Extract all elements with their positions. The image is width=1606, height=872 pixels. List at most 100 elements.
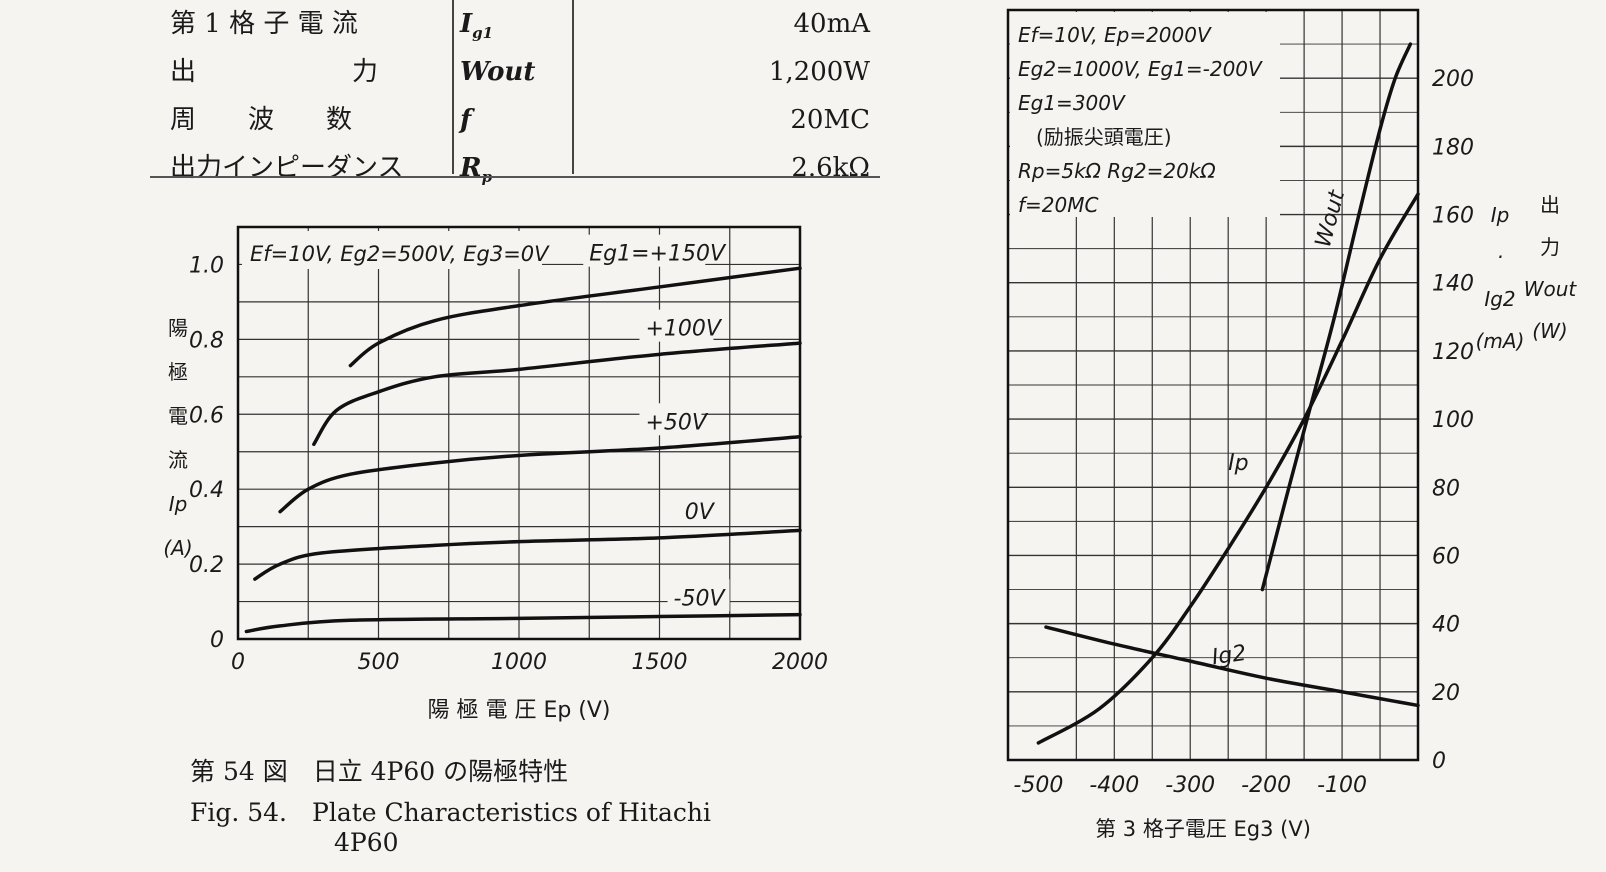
plate-characteristics-chart: 0 500 1000 1500 2000 0 0.2 0.4 0.6 0.8 1.0 Ef=10V, … bbox=[163, 225, 828, 723]
conditions-label: Ef=10V, Eg2=500V, Eg3=0V bbox=[250, 242, 550, 266]
y-axis-label: 極 bbox=[168, 360, 188, 384]
series-label: -50V bbox=[674, 586, 727, 611]
spec-symbol: f bbox=[460, 105, 472, 135]
spec-row: 周 波 数 f 20MC bbox=[160, 96, 870, 144]
y-tick-label: 200 bbox=[1432, 67, 1474, 92]
series-label-bg bbox=[667, 579, 730, 612]
x-tick-label: 0 bbox=[231, 650, 245, 675]
x-tick-label: 500 bbox=[358, 650, 400, 675]
series-line bbox=[253, 528, 802, 581]
spec-table: 第 1 格 子 電 流 Ig1 40mA 出 力 Wout 1,200W 周 波 数 f 20M… bbox=[160, 0, 870, 192]
y-tick-label: 40 bbox=[1432, 613, 1460, 638]
series-label: Ip bbox=[1228, 451, 1248, 476]
spec-name: 出力インピーダンス bbox=[170, 153, 404, 183]
y-tick-label: 180 bbox=[1432, 135, 1474, 160]
series-label-bg bbox=[639, 309, 714, 342]
x-tick-label: 1000 bbox=[491, 650, 547, 675]
spec-row: 第 1 格 子 電 流 Ig1 40mA bbox=[160, 0, 870, 48]
y-tick-label: 0.6 bbox=[189, 403, 224, 428]
y-tick-label: 80 bbox=[1432, 476, 1460, 501]
y-axis-label: Ip bbox=[169, 492, 188, 516]
table-bottom-rule bbox=[150, 176, 880, 178]
conditions-label: Eg1=300V bbox=[1018, 91, 1126, 115]
y-tick-label: 100 bbox=[1432, 408, 1474, 433]
table-divider bbox=[572, 0, 574, 174]
series-label: Eg1=+150V bbox=[589, 242, 727, 267]
y-axis-label: 電 bbox=[168, 404, 188, 428]
x-tick-label: -200 bbox=[1241, 773, 1291, 798]
series-label-bg bbox=[678, 493, 717, 526]
series-line bbox=[1036, 192, 1420, 745]
y-axis-label: Ig2 bbox=[1484, 287, 1515, 311]
caption-en-line2: 4P60 bbox=[334, 828, 399, 857]
y-axis-label: 流 bbox=[168, 448, 188, 472]
spec-symbol: Rp bbox=[460, 153, 492, 186]
x-tick-label: -300 bbox=[1165, 773, 1215, 798]
series-line bbox=[244, 612, 802, 634]
conditions-label: Ef=10V, Ep=2000V bbox=[1018, 23, 1212, 47]
spec-row: 出力インピーダンス Rp 2.6kΩ bbox=[160, 144, 870, 192]
x-axis-label: 陽 極 電 圧 Ep (V) bbox=[427, 698, 610, 723]
conditions-label: f=20MC bbox=[1018, 193, 1099, 217]
y-tick-label: 120 bbox=[1432, 340, 1474, 365]
series-line bbox=[348, 266, 802, 368]
y-tick-label: 20 bbox=[1432, 681, 1460, 706]
conditions-bg bbox=[1010, 12, 1280, 217]
y2-axis-label: Wout bbox=[1524, 277, 1578, 301]
y-tick-label: 0.2 bbox=[189, 553, 224, 578]
spec-value: 40mA bbox=[793, 9, 870, 39]
conditions-label: Eg2=1000V, Eg1=-200V bbox=[1018, 57, 1263, 81]
caption-en-line1: Fig. 54. Plate Characteristics of Hitach… bbox=[190, 798, 712, 827]
series-line bbox=[312, 341, 802, 446]
spec-row: 出 力 Wout 1,200W bbox=[160, 48, 870, 96]
y-tick-label: 160 bbox=[1432, 204, 1474, 229]
y-tick-label: 0.4 bbox=[189, 478, 224, 503]
grid3-characteristics-chart: Ef=10V, Ep=2000V Eg2=1000V, Eg1=-200V Eg1=… bbox=[1006, 8, 1578, 841]
x-tick-label: -500 bbox=[1013, 773, 1063, 798]
x-tick-label: -100 bbox=[1317, 773, 1367, 798]
x-tick-label: -400 bbox=[1089, 773, 1139, 798]
spec-name: 第 1 格 子 電 流 bbox=[170, 9, 358, 39]
y-axis-label: (A) bbox=[163, 536, 192, 560]
y-axis-label: (mA) bbox=[1476, 329, 1525, 353]
plot-frame bbox=[1006, 8, 1420, 762]
y2-axis-label: 出 bbox=[1540, 193, 1560, 217]
series-label: +100V bbox=[645, 317, 722, 342]
y-tick-label: 0 bbox=[210, 628, 224, 653]
y-tick-label: 0 bbox=[1432, 749, 1446, 774]
plot-frame bbox=[236, 225, 802, 641]
y-axis-label: Ip bbox=[1491, 203, 1510, 227]
y-axis-label: · bbox=[1497, 245, 1503, 269]
series-label-bg bbox=[639, 403, 702, 436]
y-tick-label: 1.0 bbox=[189, 253, 224, 278]
x-tick-label: 1500 bbox=[632, 650, 688, 675]
conditions-bg bbox=[242, 231, 542, 269]
x-axis-label: 第 3 格子電圧 Eg3 (V) bbox=[1095, 817, 1311, 841]
spec-symbol: Ig1 bbox=[460, 9, 494, 43]
y2-axis-label: (W) bbox=[1532, 319, 1567, 343]
series-line bbox=[278, 434, 802, 514]
series-label: 0V bbox=[685, 500, 716, 525]
caption-jp: 第 54 図 日立 4P60 の陽極特性 bbox=[190, 757, 569, 786]
series-line bbox=[1044, 625, 1420, 708]
y-axis-label: 陽 bbox=[168, 316, 188, 340]
y2-axis-label: 力 bbox=[1540, 235, 1560, 259]
spec-name: 周 波 数 bbox=[170, 105, 353, 135]
spec-name: 出 力 bbox=[170, 57, 379, 87]
table-divider bbox=[452, 0, 454, 174]
series-label-bg bbox=[583, 234, 706, 267]
series-label: Wout bbox=[1311, 187, 1350, 251]
x-tick-label: 2000 bbox=[772, 650, 828, 675]
series-label: Ig2 bbox=[1210, 641, 1248, 671]
spec-value: 20MC bbox=[790, 105, 870, 135]
spec-symbol: Wout bbox=[460, 57, 536, 87]
conditions-label: (励振尖頭電圧) bbox=[1036, 125, 1172, 149]
spec-value: 2.6kΩ bbox=[791, 153, 870, 183]
y-tick-label: 0.8 bbox=[189, 328, 224, 353]
y-tick-label: 140 bbox=[1432, 272, 1474, 297]
conditions-label: Rp=5kΩ Rg2=20kΩ bbox=[1018, 159, 1216, 183]
series-label: +50V bbox=[645, 410, 708, 435]
spec-value: 1,200W bbox=[768, 57, 870, 87]
y-tick-label: 60 bbox=[1432, 544, 1460, 569]
series-line bbox=[1260, 42, 1413, 592]
